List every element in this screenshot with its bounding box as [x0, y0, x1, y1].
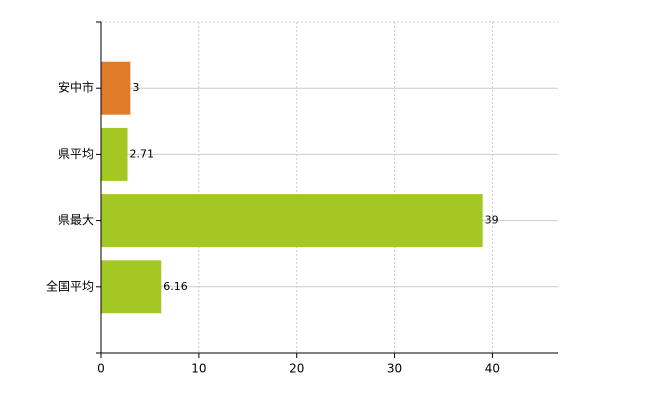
x-tick-label: 0: [97, 362, 105, 376]
bar: [101, 194, 483, 248]
y-tick-label: 県最大: [58, 213, 94, 227]
bar: [101, 61, 131, 115]
value-label: 6.16: [163, 280, 188, 293]
value-label: 2.71: [130, 147, 155, 160]
y-tick-label: 県平均: [58, 147, 94, 161]
bar: [101, 260, 162, 314]
x-tick-label: 40: [485, 362, 500, 376]
x-tick-label: 20: [289, 362, 304, 376]
bar: [101, 127, 128, 181]
x-tick-label: 10: [191, 362, 206, 376]
y-tick-label: 安中市: [58, 80, 94, 95]
x-tick-label: 30: [387, 362, 402, 376]
value-label: 3: [132, 81, 139, 94]
value-label: 39: [485, 214, 499, 227]
y-tick-label: 全国平均: [46, 278, 94, 293]
